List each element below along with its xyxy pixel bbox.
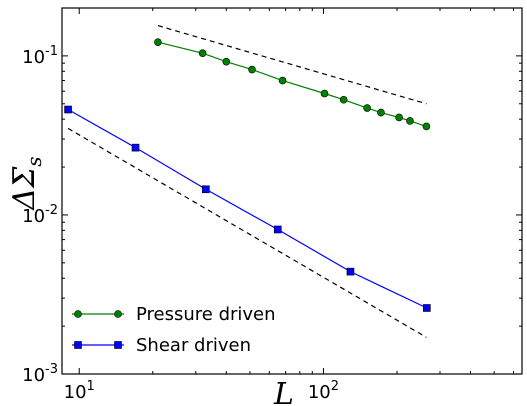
data-point — [406, 117, 414, 125]
reference-line — [67, 127, 427, 338]
data-point — [423, 304, 431, 312]
data-point — [422, 122, 431, 131]
data-point — [346, 267, 355, 276]
axis-ticks — [62, 7, 522, 375]
data-point — [320, 89, 329, 98]
legend-marker — [114, 341, 122, 349]
data-point — [395, 113, 403, 122]
data-point — [64, 105, 72, 114]
data-point — [339, 95, 348, 104]
plot-frame — [61, 7, 523, 375]
legend-marker — [114, 310, 122, 318]
y-axis-label: ΔΣs — [7, 156, 46, 210]
data-point — [248, 65, 256, 74]
tick-labels: 101 102 10-3 10-2 10-1 — [22, 44, 339, 403]
x-axis-label: L — [273, 377, 294, 406]
data-point — [278, 76, 287, 85]
reference-line — [157, 25, 427, 105]
series-line — [67, 109, 428, 309]
data-point — [273, 225, 282, 234]
y-tick-label: 10-3 — [22, 362, 58, 386]
y-tick-label: 10-2 — [22, 203, 58, 227]
plot-area — [64, 25, 431, 338]
legend: Pressure driven Shear driven — [72, 304, 276, 356]
x-tick-label: 102 — [308, 379, 339, 403]
y-tick-label: 10-1 — [22, 44, 58, 68]
legend-marker — [74, 341, 82, 349]
data-point — [131, 143, 140, 152]
data-point — [377, 108, 385, 117]
data-point — [154, 38, 162, 46]
data-point — [202, 185, 210, 194]
data-point — [363, 104, 371, 112]
x-tick-label: 101 — [64, 379, 95, 403]
data-point — [198, 49, 207, 57]
legend-label: Shear driven — [136, 335, 251, 356]
data-point — [222, 57, 231, 66]
legend-label: Pressure driven — [136, 304, 276, 325]
legend-marker — [74, 310, 82, 318]
